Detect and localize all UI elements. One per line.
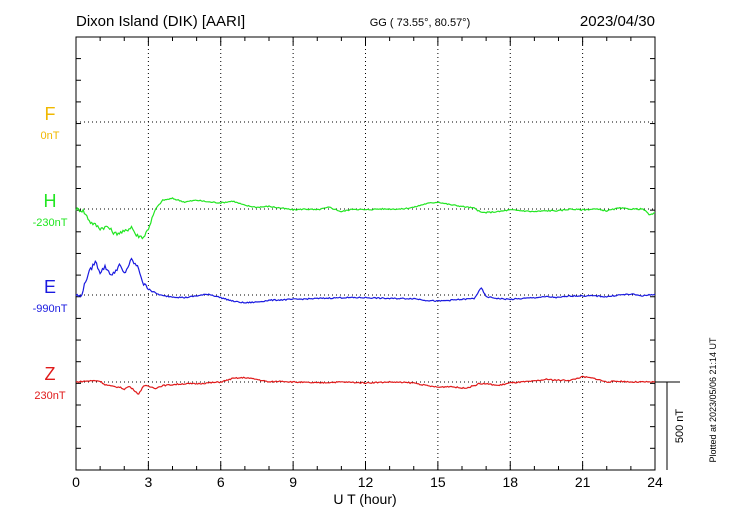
series-baseline-z: 230nT	[34, 390, 65, 402]
scale-bar-label: 500 nT	[674, 409, 686, 444]
series-baseline-e: -990nT	[33, 303, 68, 315]
x-tick-label: 0	[72, 474, 80, 490]
series-name-z: Z	[45, 364, 56, 384]
date-label: 2023/04/30	[580, 13, 655, 30]
x-tick-label: 24	[647, 474, 663, 490]
axis-ticks	[75, 37, 656, 471]
coordinates-label: GG ( 73.55°, 80.57°)	[370, 17, 471, 29]
x-tick-label: 12	[358, 474, 374, 490]
trace-h	[75, 197, 656, 240]
scale-bar: 500 nT	[655, 381, 686, 470]
x-tick-label: 6	[217, 474, 225, 490]
x-tick-label: 18	[502, 474, 518, 490]
traces	[75, 197, 656, 395]
station-title: Dixon Island (DIK) [AARI]	[76, 13, 245, 30]
x-axis-label: U T (hour)	[333, 491, 396, 507]
series-name-h: H	[44, 191, 57, 211]
x-tick-label: 21	[575, 474, 591, 490]
x-tick-labels: 0 3 6 9 12 15 18 21 24	[72, 474, 663, 490]
series-name-f: F	[45, 104, 56, 124]
series-baseline-h: -230nT	[33, 217, 68, 229]
plotted-timestamp: Plotted at 2023/05/06 21:14 UT	[708, 337, 718, 463]
trace-e	[75, 257, 656, 304]
grid-lines	[76, 37, 655, 470]
x-tick-label: 15	[430, 474, 446, 490]
trace-z	[75, 375, 656, 395]
series-labels: F 0nT H -230nT E -990nT Z 230nT	[33, 104, 68, 402]
series-baseline-f: 0nT	[41, 130, 60, 142]
x-tick-label: 9	[289, 474, 297, 490]
x-tick-label: 3	[144, 474, 152, 490]
series-name-e: E	[44, 277, 56, 297]
